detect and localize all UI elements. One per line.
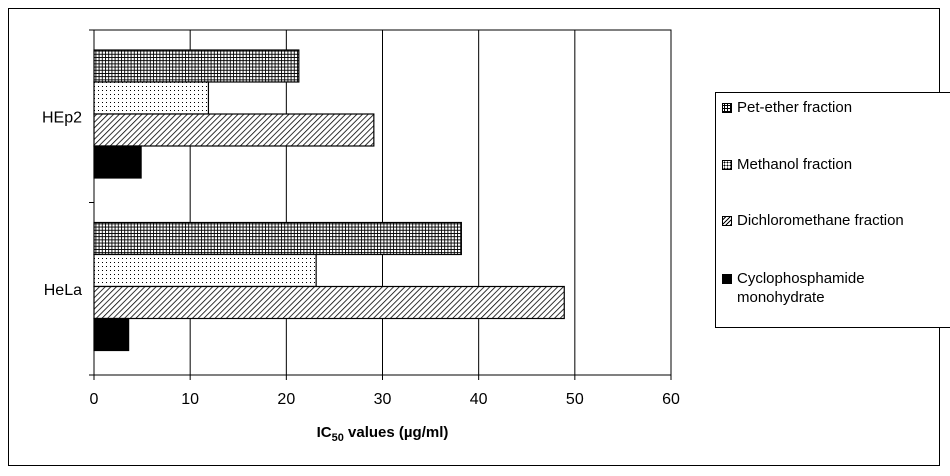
x-tick-label: 30 (374, 391, 392, 408)
legend: Pet-ether fraction Methanol fraction Dichl… (715, 92, 950, 328)
bar (93, 285, 565, 320)
x-tick-label: 20 (277, 391, 295, 408)
bars (93, 49, 565, 352)
bar (93, 113, 375, 147)
bar (93, 145, 142, 179)
legend-item: Dichloromethane fraction (722, 211, 904, 230)
legend-swatch (722, 160, 732, 170)
x-tick-label: 0 (90, 391, 99, 408)
x-tick-label: 50 (566, 391, 584, 408)
bar (93, 253, 317, 288)
x-axis-title: IC50 values (µg/ml) (317, 424, 449, 444)
x-tick-label: 40 (470, 391, 488, 408)
bar (93, 49, 300, 83)
bar (93, 81, 210, 115)
y-category-label: HeLa (44, 282, 82, 299)
legend-label: Methanol fraction (737, 156, 853, 173)
chart-frame: 0 10 20 30 40 50 60 HeLa HEp2 IC50 values (µg/ml… (8, 8, 950, 466)
x-tick-label: 10 (181, 391, 199, 408)
bar (93, 221, 462, 256)
y-category-label: HEp2 (42, 109, 82, 126)
legend-item: Cyclophosphamide monohydrate (722, 269, 865, 307)
legend-label: Cyclophosphamide monohydrate (737, 270, 865, 306)
axes (89, 29, 672, 380)
x-tick-label: 60 (662, 391, 680, 408)
legend-item: Methanol fraction (722, 155, 852, 174)
legend-item: Pet-ether fraction (722, 98, 852, 117)
legend-swatch (722, 103, 732, 113)
bar (93, 317, 130, 352)
legend-label: Dichloromethane fraction (737, 212, 904, 229)
chart-area: 0 10 20 30 40 50 60 HeLa HEp2 IC50 values (µg/ml… (42, 29, 680, 444)
legend-label: Pet-ether fraction (737, 99, 853, 116)
legend-swatch (722, 216, 732, 226)
legend-swatch (722, 274, 732, 284)
axis-labels: 0 10 20 30 40 50 60 HeLa HEp2 (42, 109, 680, 408)
